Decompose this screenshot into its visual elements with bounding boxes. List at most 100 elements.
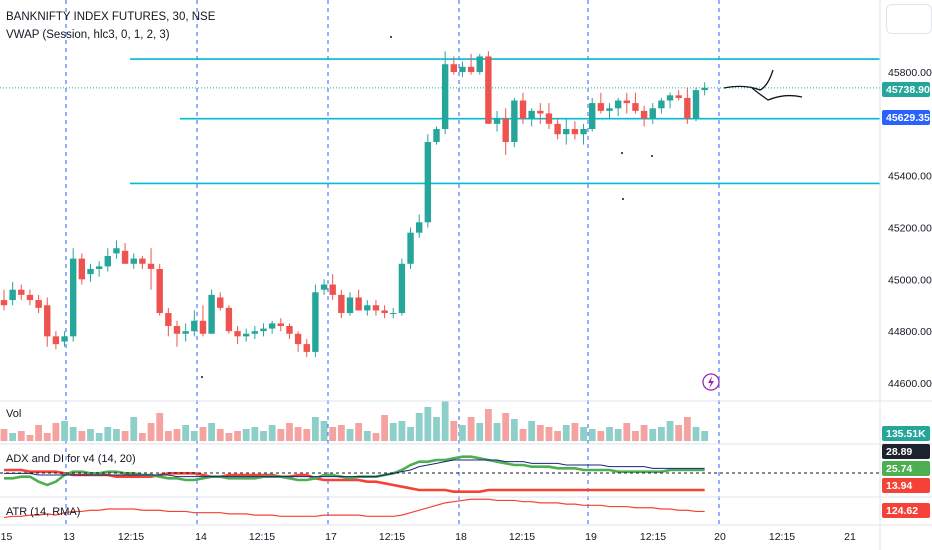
candle-body — [87, 268, 94, 275]
candle-body — [121, 250, 129, 264]
volume-bar — [69, 427, 77, 441]
candle-body — [390, 313, 397, 315]
volume-bar — [545, 427, 553, 441]
volume-bar — [294, 427, 302, 441]
candlestick-series — [0, 36, 708, 378]
volume-bar — [519, 429, 527, 441]
volume-bar — [242, 429, 250, 441]
lightning-icon[interactable] — [702, 373, 720, 391]
time-tick-label: 20 — [714, 531, 726, 543]
time-axis: :15 13 12:15 14 12:15 17 12:15 18 12:15 19 12:15 20… — [0, 531, 856, 543]
candle-body — [459, 66, 466, 72]
volume-bar — [35, 425, 42, 441]
candle-body — [156, 268, 163, 314]
candle-body — [511, 100, 518, 142]
time-tick-label: 12:15 — [379, 531, 405, 543]
candle-body — [346, 297, 354, 314]
candle-body — [355, 297, 362, 311]
candle-body — [666, 95, 674, 101]
candle-body — [9, 289, 16, 301]
time-tick-label: 17 — [325, 531, 337, 543]
candle-body — [623, 100, 630, 104]
candle-body — [372, 305, 380, 311]
minus-di-value-badge: 13.94 — [882, 478, 930, 493]
candle-body — [173, 325, 181, 334]
volume-bar — [182, 425, 190, 441]
plus-di-value-badge: 25.74 — [882, 461, 930, 476]
candle-body — [165, 313, 172, 326]
volume-bar — [528, 421, 536, 441]
time-tick-label: 12:15 — [769, 531, 795, 543]
volume-bar — [649, 429, 657, 441]
volume-bar — [268, 425, 276, 441]
candle-body — [589, 103, 596, 130]
volume-bar — [658, 427, 665, 441]
candle-body — [182, 331, 189, 334]
toolbar-box[interactable] — [886, 4, 932, 34]
candle-body — [692, 90, 700, 119]
volume-bar — [147, 423, 155, 441]
volume-bar — [666, 421, 674, 441]
volume-bar — [17, 431, 25, 441]
candle-body — [614, 100, 622, 109]
marker-dot — [201, 376, 203, 378]
volume-bar — [606, 427, 613, 441]
chart-title: BANKNIFTY INDEX FUTURES, 30, NSE — [6, 11, 216, 23]
volume-bar — [260, 431, 267, 441]
volume-bar — [614, 429, 622, 441]
volume-bar — [312, 417, 319, 441]
volume-bar — [234, 431, 241, 441]
volume-bars — [0, 401, 709, 441]
volume-bar — [640, 425, 648, 441]
time-tick-label: 21 — [844, 531, 856, 543]
volume-bar — [346, 429, 354, 441]
volume-bar — [0, 429, 8, 441]
volume-bar — [389, 423, 397, 441]
adx-value-badge: 28.89 — [882, 444, 930, 459]
candle-body — [407, 232, 414, 264]
time-tick-label: 14 — [195, 531, 207, 543]
last-price-badge: 45738.90 — [882, 82, 930, 97]
candle-body — [268, 323, 276, 329]
atr-series-line — [3, 498, 705, 519]
time-tick-label: 18 — [455, 531, 467, 543]
volume-bar — [485, 409, 492, 441]
volume-bar — [52, 423, 60, 441]
volume-bar — [216, 429, 224, 441]
candle-body — [0, 300, 8, 306]
volume-bar — [199, 427, 207, 441]
candle-body — [61, 336, 68, 342]
time-tick-label: 12:15 — [640, 531, 666, 543]
candle-body — [277, 323, 284, 326]
volume-bar — [571, 423, 579, 441]
volume-bar — [9, 433, 17, 441]
annotation-stroke — [723, 69, 774, 91]
volume-bar — [104, 427, 112, 441]
atr-value-badge: 124.62 — [882, 503, 930, 518]
candle-body — [95, 266, 103, 269]
candle-body — [398, 263, 406, 314]
time-tick-label: 13 — [63, 531, 75, 543]
volume-bar — [329, 427, 337, 441]
volume-bar — [459, 425, 466, 441]
volume-bar — [398, 421, 406, 441]
price-tick-label: 45000.00 — [888, 274, 932, 286]
volume-bar — [173, 429, 181, 441]
plus-di-value: 25.74 — [886, 463, 912, 475]
time-tick-label: 19 — [585, 531, 597, 543]
candle-body — [286, 325, 293, 334]
volume-bar — [251, 427, 259, 441]
candle-body — [684, 97, 691, 119]
volume-bar — [303, 429, 311, 441]
volume-bar — [208, 423, 215, 441]
volume-value: 135.51K — [886, 428, 926, 440]
candle-body — [70, 258, 77, 337]
volume-bar — [355, 423, 363, 441]
price-tick-label: 45400.00 — [888, 171, 932, 183]
candle-body — [528, 110, 535, 119]
time-tick-label: :15 — [0, 531, 12, 543]
volume-bar — [562, 425, 570, 441]
candle-body — [416, 222, 423, 233]
volume-bar — [476, 423, 484, 441]
